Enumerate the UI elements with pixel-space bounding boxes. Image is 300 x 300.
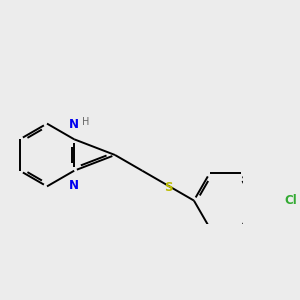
Text: Cl: Cl	[284, 194, 297, 207]
Text: N: N	[69, 178, 79, 192]
Text: S: S	[164, 181, 172, 194]
Text: H: H	[82, 117, 89, 127]
Text: N: N	[69, 118, 79, 131]
